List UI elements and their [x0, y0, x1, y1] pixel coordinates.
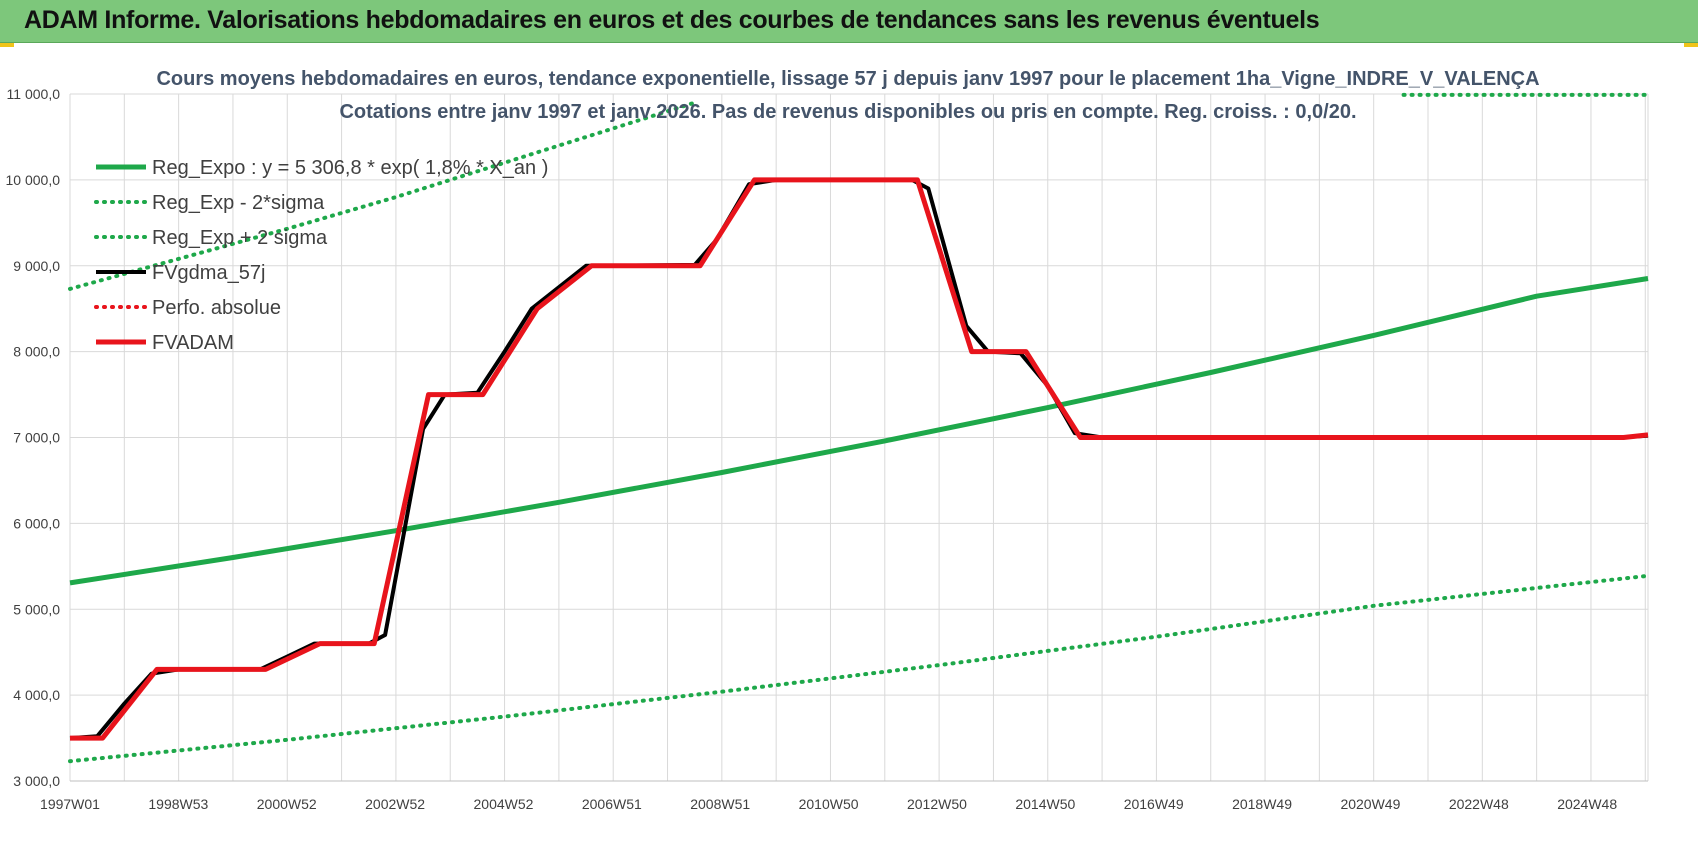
x-tick-label: 2004W52	[474, 796, 534, 812]
series-line	[70, 177, 1649, 741]
axes: 3 000,0 4 000,0 5 000,0 6 000,0 7 000,0 8 000…	[6, 86, 1648, 812]
header-bar: ADAM Informe. Valorisations hebdomadaire…	[0, 0, 1698, 43]
x-tick-label: 2000W52	[257, 796, 317, 812]
y-tick-label: 10 000,0	[6, 172, 61, 188]
legend-label: FVgdma_57j	[152, 262, 265, 284]
chart-frame: 3 000,0 4 000,0 5 000,0 6 000,0 7 000,0 8 000…	[0, 43, 1698, 848]
legend: Reg_Expo : y = 5 306,8 * exp( 1,8% * X_a…	[94, 157, 548, 354]
legend-label: Reg_Exp - 2*sigma	[152, 192, 325, 214]
x-tick-label: 2002W52	[365, 796, 425, 812]
legend-label: FVADAM	[152, 332, 234, 354]
line-chart: 3 000,0 4 000,0 5 000,0 6 000,0 7 000,0 8 000…	[6, 68, 1650, 812]
corner-marker	[1684, 43, 1698, 47]
y-tick-label: 9 000,0	[13, 258, 60, 274]
x-tick-label: 2020W49	[1340, 796, 1400, 812]
y-tick-label: 4 000,0	[13, 687, 60, 703]
x-tick-label: 1998W53	[148, 796, 208, 812]
y-tick-label: 3 000,0	[13, 773, 60, 789]
legend-label: Perfo. absolue	[152, 297, 281, 319]
x-tick-label: 2022W48	[1449, 796, 1509, 812]
x-tick-label: 2024W48	[1557, 796, 1617, 812]
x-tick-label: 1997W01	[40, 796, 100, 812]
series-line	[69, 276, 1649, 586]
x-tick-label: 2010W50	[799, 796, 859, 812]
x-tick-label: 2014W50	[1015, 796, 1075, 812]
legend-label: Reg_Exp + 2 sigma	[152, 227, 328, 249]
page-title: ADAM Informe. Valorisations hebdomadaire…	[24, 6, 1320, 34]
chart-title: Cours moyens hebdomadaires en euros, ten…	[156, 68, 1539, 90]
grid	[69, 93, 1649, 782]
x-tick-label: 2008W51	[690, 796, 750, 812]
chart-titles: Cours moyens hebdomadaires en euros, ten…	[156, 68, 1539, 123]
plot-area	[68, 92, 1650, 764]
y-tick-label: 7 000,0	[13, 430, 60, 446]
x-tick-label: 2012W50	[907, 796, 967, 812]
y-tick-label: 5 000,0	[13, 601, 60, 617]
series-line	[68, 100, 697, 291]
y-tick-label: 6 000,0	[13, 515, 60, 531]
x-tick-label: 2006W51	[582, 796, 642, 812]
x-tick-label: 2016W49	[1124, 796, 1184, 812]
legend-label: Reg_Expo : y = 5 306,8 * exp( 1,8% * X_a…	[152, 157, 548, 179]
y-tick-label: 11 000,0	[7, 86, 61, 102]
x-tick-label: 2018W49	[1232, 796, 1292, 812]
chart-subtitle: Cotations entre janv 1997 et janv 2026. …	[339, 101, 1356, 123]
y-tick-label: 8 000,0	[13, 344, 60, 360]
corner-marker	[0, 43, 14, 47]
series-line	[68, 573, 1650, 764]
series-line	[69, 177, 1649, 741]
